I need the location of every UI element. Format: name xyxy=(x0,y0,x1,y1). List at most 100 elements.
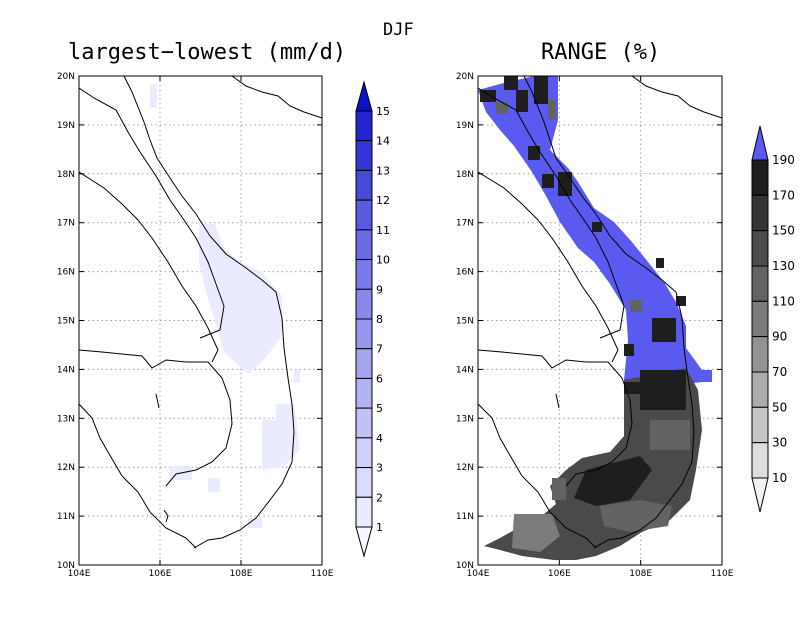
left-vietnam-coast xyxy=(123,76,295,549)
lat-tick-label: 20N xyxy=(57,72,75,82)
right-map-shading xyxy=(478,76,712,560)
left-border-laos-vietnam xyxy=(79,87,225,339)
colorbar-segment xyxy=(355,169,373,201)
right-cell xyxy=(656,258,664,268)
colorbar-label: 10 xyxy=(376,254,390,267)
colorbar-label: 9 xyxy=(376,283,383,296)
right-gulf-coast xyxy=(478,403,597,549)
colorbar-max-arrow xyxy=(355,80,373,112)
lat-tick-label: 20N xyxy=(456,72,474,82)
left-shade-southcentral xyxy=(262,404,300,470)
left-map-title: largest−lowest (mm/d) xyxy=(68,40,347,65)
colorbar-label: 170 xyxy=(772,188,795,202)
lat-tick-label: 18N xyxy=(456,170,474,180)
right-cell xyxy=(542,174,554,188)
right-map-coastlines xyxy=(478,76,722,549)
lat-tick-label: 17N xyxy=(57,219,75,229)
left-tonkin-coast xyxy=(231,76,322,119)
left-island-b xyxy=(163,509,169,523)
right-cell xyxy=(552,478,566,500)
right-cell xyxy=(676,296,686,306)
colorbar-label: 4 xyxy=(376,432,383,445)
colorbar-segment xyxy=(355,467,373,498)
colorbar-label: 6 xyxy=(376,372,383,385)
colorbar-segment xyxy=(751,442,769,479)
left-border-cambodia xyxy=(79,349,233,487)
colorbar-segment xyxy=(355,110,373,142)
left-colorbar: 15 14 13 12 11 10 9 8 7 6 5 4 3 2 1 xyxy=(355,80,390,558)
lat-tick-label: 13N xyxy=(57,414,75,424)
right-border-laos-vietnam xyxy=(478,87,625,339)
colorbar-segment xyxy=(355,348,373,379)
colorbar-label: 12 xyxy=(376,194,390,207)
lat-tick-label: 16N xyxy=(456,268,474,278)
colorbar-segment xyxy=(751,230,769,267)
right-border-cambodia xyxy=(478,349,633,487)
colorbar-label: 11 xyxy=(376,224,390,237)
lat-tick-label: 18N xyxy=(57,170,75,180)
season-label: DJF xyxy=(383,20,414,40)
lat-tick-label: 17N xyxy=(456,219,474,229)
right-cell xyxy=(702,370,712,382)
colorbar-label: 130 xyxy=(772,259,795,273)
left-shade-south-c xyxy=(248,518,262,528)
lat-tick-label: 11N xyxy=(57,512,75,522)
right-cell xyxy=(592,222,602,232)
right-map-title: RANGE (%) xyxy=(541,40,661,65)
lon-tick-label: 104E xyxy=(68,569,91,579)
colorbar-label: 15 xyxy=(376,105,390,118)
colorbar-segment xyxy=(355,199,373,231)
lon-tick-label: 104E xyxy=(467,569,490,579)
colorbar-label: 14 xyxy=(376,135,390,148)
colorbar-label: 13 xyxy=(376,164,390,177)
right-tonkin-coast xyxy=(631,76,722,119)
right-border-laos-thailand xyxy=(478,171,619,363)
colorbar-segment xyxy=(751,406,769,444)
colorbar-min-arrow xyxy=(751,477,769,513)
left-shade-north xyxy=(150,84,157,108)
left-gulf-coast xyxy=(79,403,197,549)
lat-tick-label: 10N xyxy=(57,561,75,571)
colorbar-segment xyxy=(751,265,769,302)
right-cell xyxy=(496,102,508,114)
lat-tick-label: 15N xyxy=(57,317,75,327)
lat-tick-label: 12N xyxy=(57,463,75,473)
right-cell xyxy=(640,370,686,410)
right-shade-blue-band xyxy=(478,76,702,430)
colorbar-segment xyxy=(751,371,769,408)
right-cell xyxy=(516,90,528,112)
right-cell xyxy=(650,420,690,450)
colorbar-label: 90 xyxy=(772,330,787,344)
lat-tick-label: 10N xyxy=(456,561,474,571)
colorbar-segment xyxy=(751,300,769,338)
left-map-shading xyxy=(150,84,300,528)
colorbar-label: 7 xyxy=(376,343,383,356)
right-cell xyxy=(528,146,540,160)
left-island xyxy=(155,393,160,409)
left-shade-central-coast xyxy=(199,224,282,374)
colorbar-segment xyxy=(355,318,373,350)
colorbar-segment xyxy=(355,407,373,439)
colorbar-segment xyxy=(355,259,373,290)
colorbar-label: 190 xyxy=(772,153,795,167)
lon-tick-label: 106E xyxy=(548,569,571,579)
colorbar-segment xyxy=(355,288,373,320)
right-cell xyxy=(548,100,556,120)
right-shade-south-dark xyxy=(574,456,652,506)
lat-tick-label: 13N xyxy=(456,414,474,424)
colorbar-label: 8 xyxy=(376,313,383,326)
right-cell xyxy=(630,300,642,312)
left-shade-south-b xyxy=(208,478,220,492)
left-border-laos-thailand xyxy=(79,171,219,363)
colorbar-segment xyxy=(751,336,769,373)
left-map-gridlines xyxy=(79,76,322,565)
colorbar-label: 5 xyxy=(376,402,383,415)
right-cell xyxy=(652,318,676,342)
lat-tick-label: 11N xyxy=(456,512,474,522)
lat-tick-label: 12N xyxy=(456,463,474,473)
right-cell xyxy=(624,344,634,356)
